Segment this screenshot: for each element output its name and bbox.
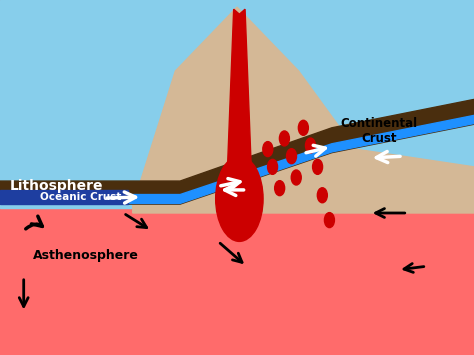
- Ellipse shape: [298, 120, 309, 135]
- Text: Lithosphere: Lithosphere: [9, 179, 103, 193]
- Ellipse shape: [291, 170, 301, 185]
- Text: Oceanic Crust: Oceanic Crust: [40, 192, 122, 202]
- Polygon shape: [133, 7, 474, 213]
- Text: Continental
Crust: Continental Crust: [341, 118, 418, 145]
- Ellipse shape: [305, 138, 316, 153]
- Ellipse shape: [279, 131, 290, 146]
- Ellipse shape: [286, 149, 297, 164]
- Ellipse shape: [274, 181, 285, 196]
- Polygon shape: [0, 190, 128, 204]
- Ellipse shape: [324, 213, 335, 228]
- Ellipse shape: [312, 159, 323, 174]
- Ellipse shape: [267, 159, 278, 174]
- Ellipse shape: [263, 142, 273, 157]
- Polygon shape: [118, 115, 474, 203]
- Polygon shape: [228, 9, 251, 167]
- Text: Asthenosphere: Asthenosphere: [33, 249, 139, 262]
- Ellipse shape: [317, 188, 328, 203]
- Bar: [0, 0, 474, 208]
- Ellipse shape: [216, 156, 263, 241]
- Polygon shape: [0, 99, 474, 204]
